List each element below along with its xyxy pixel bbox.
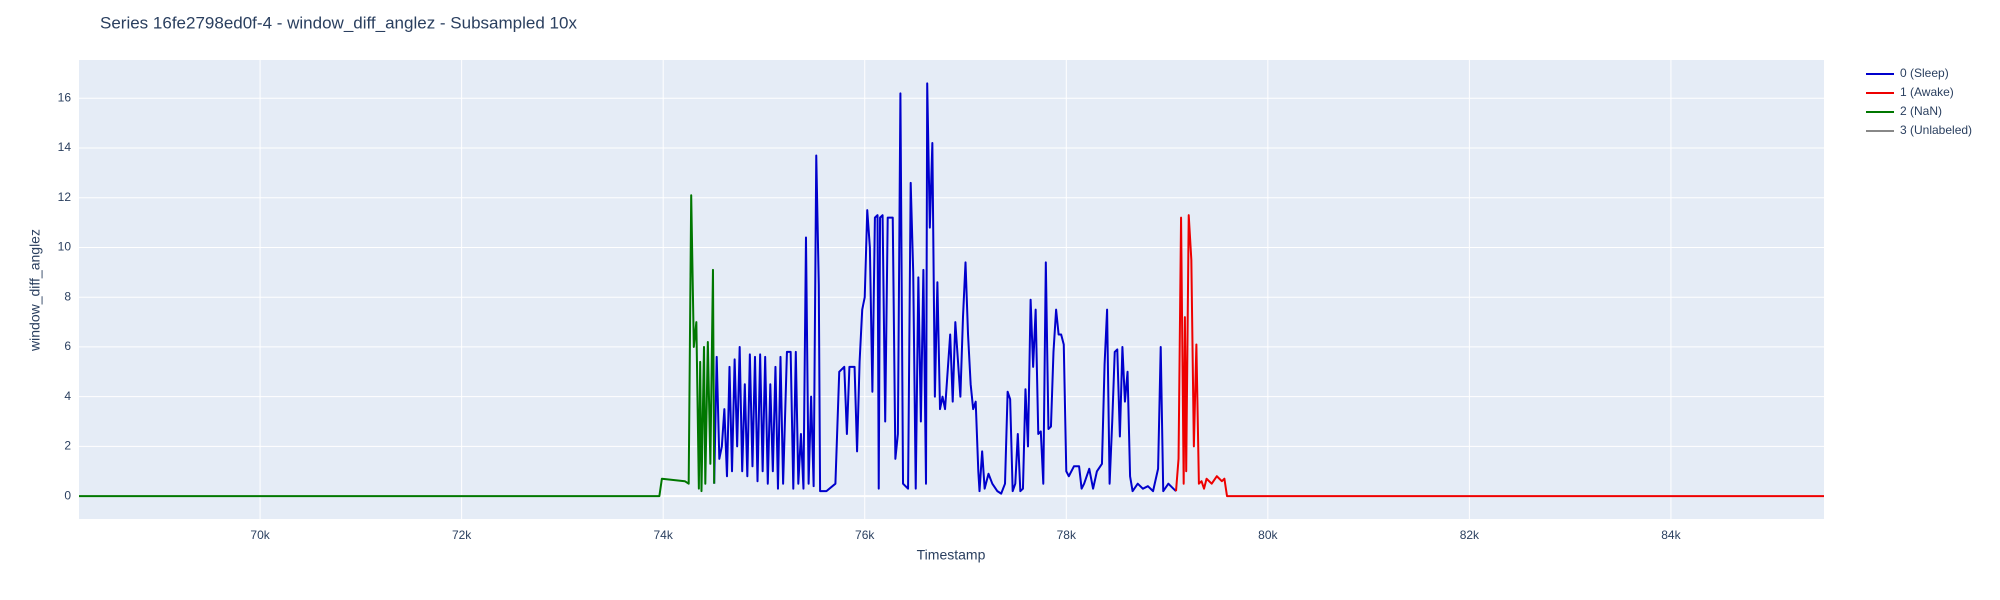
lines — [79, 82, 1824, 498]
series-line — [79, 194, 716, 498]
legend-label[interactable]: 2 (NaN) — [1900, 104, 1942, 118]
y-tick-label: 2 — [64, 439, 71, 453]
series-line — [1175, 214, 1824, 498]
y-axis-title: window_diff_anglez — [27, 229, 43, 352]
x-tick-label: 76k — [855, 528, 875, 542]
x-tick-label: 84k — [1661, 528, 1681, 542]
y-tick-label: 10 — [58, 240, 72, 254]
x-tick-label: 70k — [250, 528, 270, 542]
y-tick-label: 8 — [64, 289, 71, 303]
series-line — [713, 82, 1177, 495]
legend-label[interactable]: 0 (Sleep) — [1900, 66, 1949, 80]
plot-background — [79, 60, 1824, 519]
y-tick-label: 16 — [58, 90, 72, 104]
legend-label[interactable]: 3 (Unlabeled) — [1900, 123, 1972, 137]
y-tick-label: 6 — [64, 339, 71, 353]
y-tick-label: 14 — [58, 140, 72, 154]
legend: 0 (Sleep) 1 (Awake) 2 (NaN) 3 (Unlabeled) — [1866, 66, 1972, 137]
grid — [79, 60, 1824, 519]
x-tick-label: 80k — [1258, 528, 1278, 542]
x-tick-label: 82k — [1460, 528, 1480, 542]
x-axis-title: Timestamp — [917, 547, 986, 563]
chart-title: Series 16fe2798ed0f-4 - window_diff_angl… — [100, 13, 577, 32]
x-tick-label: 78k — [1057, 528, 1077, 542]
x-tick-label: 72k — [452, 528, 472, 542]
y-tick-label: 12 — [58, 190, 72, 204]
x-tick-label: 74k — [654, 528, 674, 542]
legend-label[interactable]: 1 (Awake) — [1900, 85, 1954, 99]
y-tick-label: 0 — [64, 488, 71, 502]
y-tick-label: 4 — [64, 389, 71, 403]
